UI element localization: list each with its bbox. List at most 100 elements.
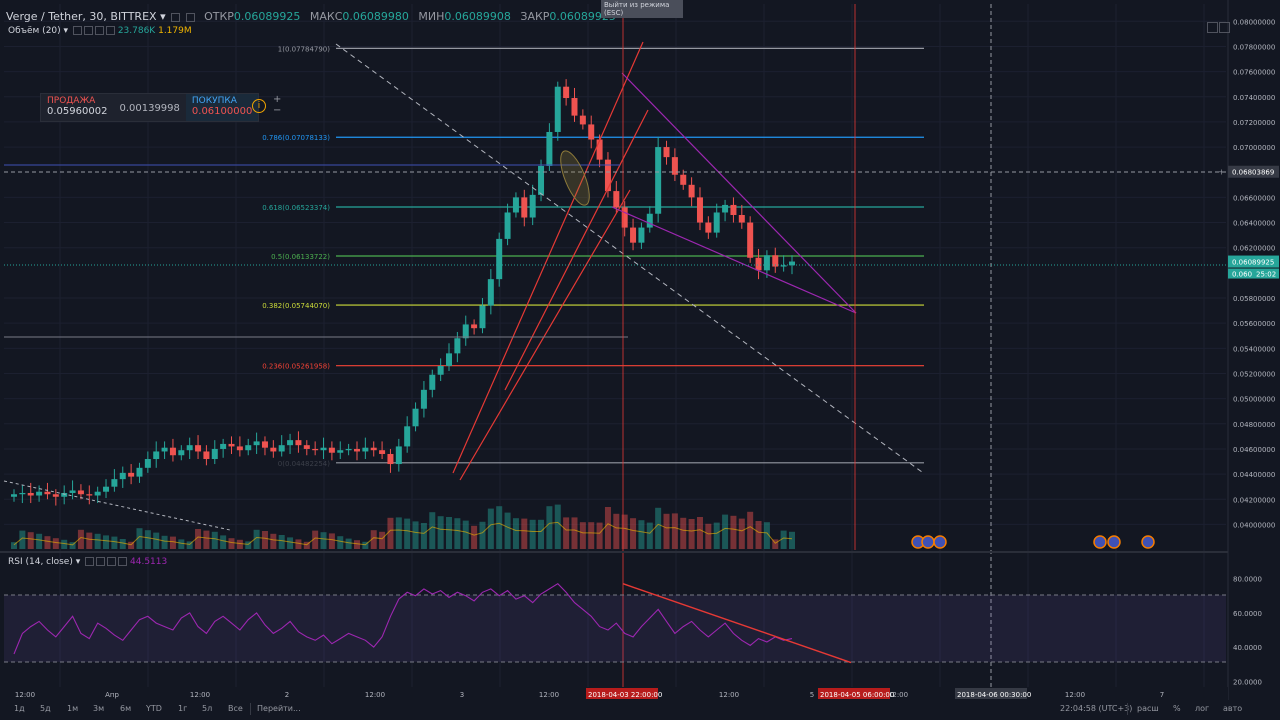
candle-body — [462, 324, 469, 339]
candle — [320, 437, 327, 460]
range-button[interactable]: 1д — [14, 704, 25, 713]
volume-bar — [722, 514, 729, 549]
crosshair-price-label: 0.06803869 — [1232, 169, 1274, 177]
time-highlight-badge — [955, 688, 1027, 699]
log-toggle[interactable]: лог — [1195, 704, 1210, 713]
volume-bar — [696, 517, 703, 549]
candle — [546, 123, 553, 171]
candle-body — [596, 139, 603, 160]
restore-icon[interactable] — [1219, 22, 1230, 33]
price-tick-label: 0.05000000 — [1233, 396, 1275, 404]
volume-bar — [705, 523, 712, 549]
buy-button[interactable]: ПОКУПКА 0.06100000 — [185, 94, 259, 121]
volume-bar — [630, 518, 637, 549]
volume-label[interactable]: Объём (20) — [8, 26, 61, 36]
candle-body — [621, 207, 628, 228]
range-button[interactable]: 3м — [93, 704, 105, 713]
flag-icon — [1107, 535, 1121, 549]
candle-body — [780, 265, 787, 267]
chevron-down-icon[interactable]: ▾ — [160, 10, 166, 23]
rsi-label[interactable]: RSI (14, close) — [8, 557, 73, 567]
price-tick-label: 0.06400000 — [1233, 220, 1275, 228]
candle — [671, 148, 678, 182]
more-icon[interactable] — [118, 557, 128, 566]
candle — [462, 315, 469, 346]
volume-bar — [680, 517, 687, 549]
range-button[interactable]: Все — [228, 704, 243, 713]
rsi-series — [13, 582, 852, 664]
range-button[interactable]: 5д — [40, 704, 51, 713]
trend-line-ascending — [452, 41, 644, 474]
price-tick-label: 0.07600000 — [1233, 69, 1275, 77]
range-button[interactable]: 5л — [202, 704, 213, 713]
volume-bar — [713, 522, 720, 549]
visibility-icon[interactable] — [185, 12, 195, 22]
time-tick-label: 12:00 — [888, 691, 908, 699]
candle-body — [52, 494, 59, 497]
chevron-down-icon[interactable]: ▾ — [75, 557, 81, 567]
candle — [404, 416, 411, 453]
symbol-title[interactable]: Verge / Tether, 30, BITTREX — [6, 10, 157, 23]
candle-body — [270, 447, 277, 452]
time-highlight-label: 2018-04-06 00:30:00 — [957, 691, 1031, 699]
dashed-trend-line-left — [3, 480, 231, 531]
chevron-down-icon[interactable]: ▾ — [63, 26, 69, 36]
eye-icon[interactable] — [85, 557, 95, 566]
extended-toggle[interactable]: расш — [1137, 704, 1159, 713]
time-tick-label: 12:00 — [365, 691, 385, 699]
more-icon[interactable] — [105, 26, 115, 35]
volume-bar — [136, 528, 143, 549]
close-icon[interactable] — [107, 557, 117, 566]
auto-toggle[interactable]: авто — [1223, 704, 1243, 713]
close-icon[interactable] — [94, 26, 104, 35]
range-button[interactable]: YTD — [146, 704, 162, 713]
volume-bar — [613, 513, 620, 549]
candle — [94, 486, 101, 504]
settings-icon[interactable] — [83, 26, 93, 35]
eye-icon[interactable] — [72, 26, 82, 35]
candle — [722, 199, 729, 222]
rsi-panel-separator — [0, 551, 1228, 553]
close-value: 0.06089925 — [549, 10, 616, 23]
candle — [655, 137, 662, 223]
volume-bar — [780, 530, 787, 549]
candle-body — [755, 257, 762, 271]
candle — [261, 436, 268, 456]
candle-body — [303, 445, 310, 449]
settings-icon[interactable] — [171, 12, 181, 22]
volume-bar — [353, 540, 360, 549]
info-icon[interactable]: i — [252, 99, 266, 113]
time-tick-label: 2 — [285, 691, 289, 699]
maximize-icon[interactable] — [1207, 22, 1218, 33]
sell-button[interactable]: ПРОДАЖА 0.05960002 — [41, 94, 113, 121]
clock: 22:04:58 (UTC+3) — [1060, 704, 1133, 713]
volume-bar — [320, 532, 327, 549]
exit-fullscreen-tooltip[interactable]: Выйти из режима (ESC) — [601, 0, 683, 18]
goto-date-button[interactable]: Перейти... — [257, 704, 301, 713]
candle — [705, 216, 712, 239]
range-button[interactable]: 1м — [67, 704, 79, 713]
flag-icon — [1093, 535, 1107, 549]
price-tick-label: 0.05600000 — [1233, 320, 1275, 328]
expand-collapse-icon[interactable]: + − — [273, 94, 282, 116]
volume-bar — [52, 538, 59, 549]
volume-bar — [755, 521, 762, 549]
volume-bar — [236, 539, 243, 549]
percent-toggle[interactable]: % — [1173, 704, 1181, 713]
candle — [395, 438, 402, 472]
range-button[interactable]: 6м — [120, 704, 132, 713]
candle — [278, 435, 285, 457]
candle-body — [579, 115, 586, 125]
candle — [44, 482, 51, 500]
price-tick-label: 0.05400000 — [1233, 345, 1275, 353]
candle — [61, 485, 68, 505]
price-tick-label: 0.07400000 — [1233, 94, 1275, 102]
range-button[interactable]: 1г — [178, 704, 188, 713]
candle-body — [772, 255, 779, 267]
candle-body — [69, 490, 76, 493]
candle-body — [387, 453, 394, 465]
candle-body — [295, 440, 302, 446]
settings-icon[interactable] — [96, 557, 106, 566]
candle — [429, 369, 436, 398]
